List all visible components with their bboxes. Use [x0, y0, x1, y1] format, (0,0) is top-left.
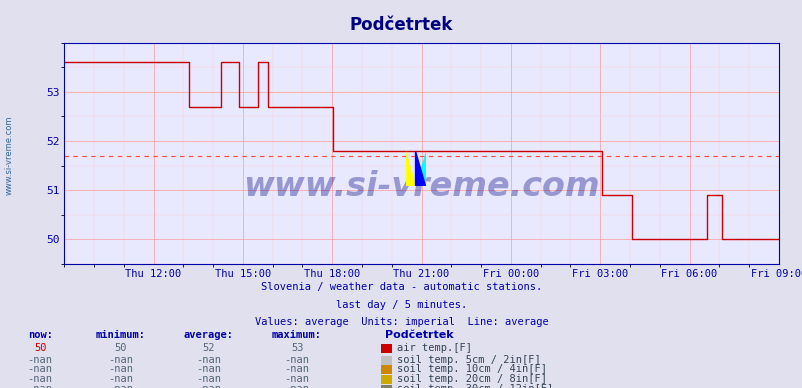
Text: Podčetrtek: Podčetrtek: [385, 329, 453, 340]
Text: 53: 53: [290, 343, 303, 353]
Text: -nan: -nan: [284, 355, 310, 365]
Text: now:: now:: [27, 329, 53, 340]
Text: minimum:: minimum:: [95, 329, 145, 340]
Text: 50: 50: [34, 343, 47, 353]
Text: -nan: -nan: [196, 374, 221, 384]
Text: -nan: -nan: [196, 355, 221, 365]
Text: air temp.[F]: air temp.[F]: [397, 343, 472, 353]
Text: -nan: -nan: [284, 384, 310, 388]
Text: -nan: -nan: [27, 384, 53, 388]
Text: maximum:: maximum:: [272, 329, 322, 340]
Text: -nan: -nan: [196, 384, 221, 388]
Text: 50: 50: [114, 343, 127, 353]
Polygon shape: [415, 151, 425, 186]
Text: soil temp. 30cm / 12in[F]: soil temp. 30cm / 12in[F]: [397, 384, 553, 388]
Text: 52: 52: [202, 343, 215, 353]
Text: -nan: -nan: [27, 355, 53, 365]
Text: -nan: -nan: [284, 374, 310, 384]
Polygon shape: [405, 151, 415, 186]
Text: Podčetrtek: Podčetrtek: [350, 16, 452, 34]
Text: soil temp. 5cm / 2in[F]: soil temp. 5cm / 2in[F]: [397, 355, 541, 365]
Text: -nan: -nan: [107, 355, 133, 365]
Text: -nan: -nan: [107, 374, 133, 384]
Text: -nan: -nan: [196, 364, 221, 374]
Text: www.si-vreme.com: www.si-vreme.com: [243, 170, 599, 203]
Text: -nan: -nan: [27, 364, 53, 374]
Text: Values: average  Units: imperial  Line: average: Values: average Units: imperial Line: av…: [254, 317, 548, 327]
Text: soil temp. 10cm / 4in[F]: soil temp. 10cm / 4in[F]: [397, 364, 547, 374]
Text: soil temp. 20cm / 8in[F]: soil temp. 20cm / 8in[F]: [397, 374, 547, 384]
Text: -nan: -nan: [107, 364, 133, 374]
Text: last day / 5 minutes.: last day / 5 minutes.: [335, 300, 467, 310]
Text: -nan: -nan: [107, 384, 133, 388]
Text: Slovenia / weather data - automatic stations.: Slovenia / weather data - automatic stat…: [261, 282, 541, 292]
Text: www.si-vreme.com: www.si-vreme.com: [5, 116, 14, 195]
Text: -nan: -nan: [27, 374, 53, 384]
Text: average:: average:: [184, 329, 233, 340]
Text: -nan: -nan: [284, 364, 310, 374]
Polygon shape: [415, 151, 425, 186]
